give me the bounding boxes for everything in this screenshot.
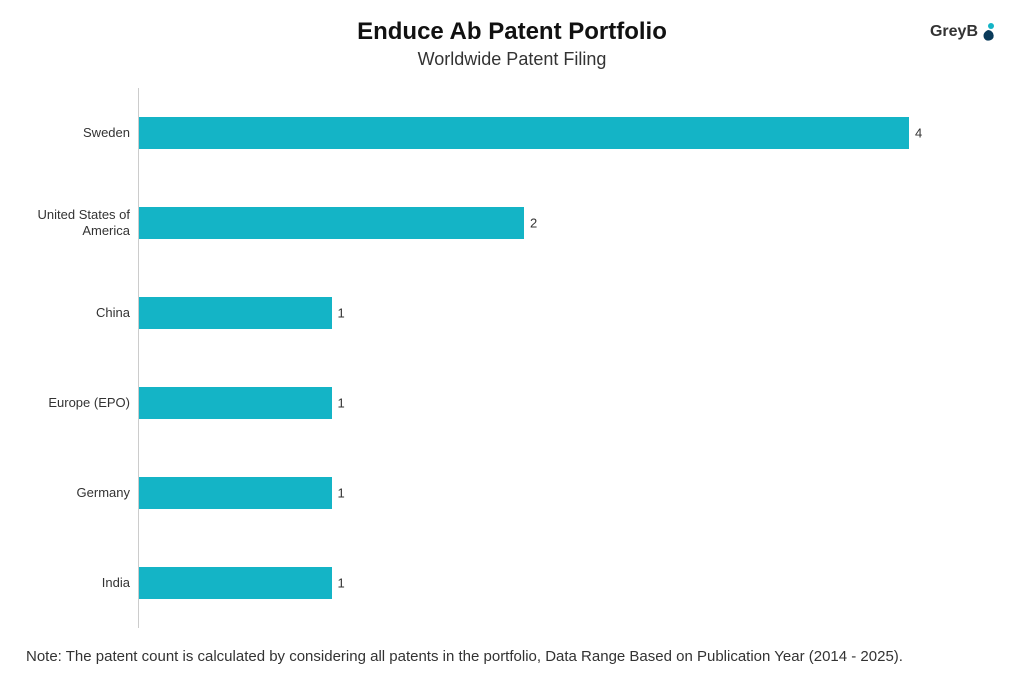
bar-value-label: 1: [332, 576, 345, 591]
y-axis-label: Europe (EPO): [10, 395, 130, 411]
bar-row: 4: [139, 88, 938, 178]
bar-row: 1: [139, 448, 938, 538]
logo-text: GreyB: [930, 23, 978, 41]
brand-logo: GreyB: [930, 22, 996, 42]
y-axis-label: China: [10, 305, 130, 321]
y-axis-label: India: [10, 575, 130, 591]
bar-value-label: 1: [332, 486, 345, 501]
logo-icon: [980, 22, 996, 42]
bar: 1: [139, 477, 332, 509]
bar-row: 1: [139, 358, 938, 448]
chart-title: Enduce Ab Patent Portfolio: [0, 18, 1024, 47]
bar: 2: [139, 207, 524, 239]
bar-value-label: 1: [332, 396, 345, 411]
bar-row: 1: [139, 538, 938, 628]
bar-row: 2: [139, 178, 938, 268]
bar: 1: [139, 387, 332, 419]
bar-value-label: 4: [909, 126, 922, 141]
bar: 4: [139, 117, 909, 149]
bar: 1: [139, 297, 332, 329]
bar-row: 1: [139, 268, 938, 358]
chart-subtitle: Worldwide Patent Filing: [0, 49, 1024, 70]
chart-area: 421111 SwedenUnited States of AmericaChi…: [0, 88, 1024, 628]
footnote: Note: The patent count is calculated by …: [26, 648, 998, 665]
bar: 1: [139, 567, 332, 599]
plot-region: 421111: [138, 88, 938, 628]
bar-value-label: 2: [524, 216, 537, 231]
y-axis-label: Sweden: [10, 125, 130, 141]
title-block: Enduce Ab Patent Portfolio Worldwide Pat…: [0, 0, 1024, 70]
y-axis-label: Germany: [10, 485, 130, 501]
y-axis-label: United States of America: [10, 207, 130, 240]
bar-value-label: 1: [332, 306, 345, 321]
